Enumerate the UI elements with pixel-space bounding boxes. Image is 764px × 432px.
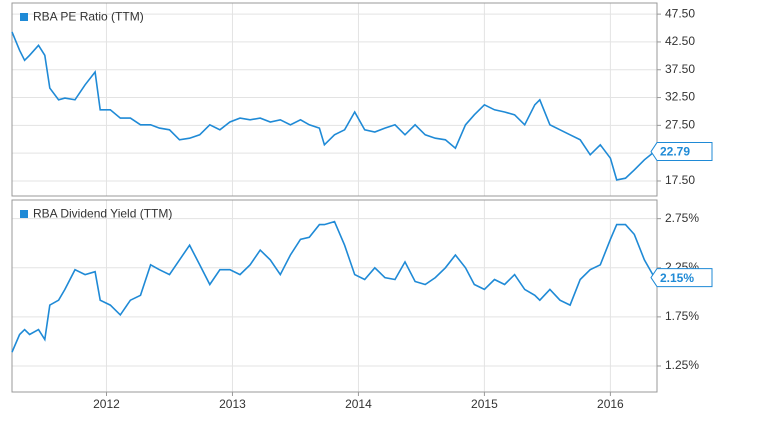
- panel-frame: [11, 199, 658, 393]
- line-series: [11, 220, 656, 353]
- legend-label: RBA Dividend Yield (TTM): [33, 207, 172, 221]
- legend-swatch: [20, 210, 28, 218]
- value-box: [650, 268, 713, 288]
- line-series: [11, 31, 656, 181]
- legend-label: RBA PE Ratio (TTM): [33, 10, 144, 24]
- panel-frame: [11, 2, 658, 197]
- y-tick-label: 27.50: [665, 118, 695, 132]
- y-tick-label: 2.75%: [665, 211, 699, 225]
- legend-swatch: [20, 13, 28, 21]
- y-tick-label: 32.50: [665, 90, 695, 104]
- x-tick-label: 2015: [471, 397, 498, 411]
- value-label: 2.15%: [660, 271, 694, 285]
- x-tick-label: 2012: [93, 397, 120, 411]
- y-tick-label: 1.75%: [665, 309, 699, 323]
- x-tick-label: 2014: [345, 397, 372, 411]
- x-tick-label: 2016: [597, 397, 624, 411]
- y-tick-label: 1.25%: [665, 358, 699, 372]
- value-label: 22.79: [660, 145, 690, 159]
- y-tick-label: 37.50: [665, 62, 695, 76]
- y-tick-label: 47.50: [665, 6, 695, 20]
- y-tick-label: 42.50: [665, 34, 695, 48]
- y-tick-label: 17.50: [665, 173, 695, 187]
- x-tick-label: 2013: [219, 397, 246, 411]
- value-box: [650, 142, 713, 162]
